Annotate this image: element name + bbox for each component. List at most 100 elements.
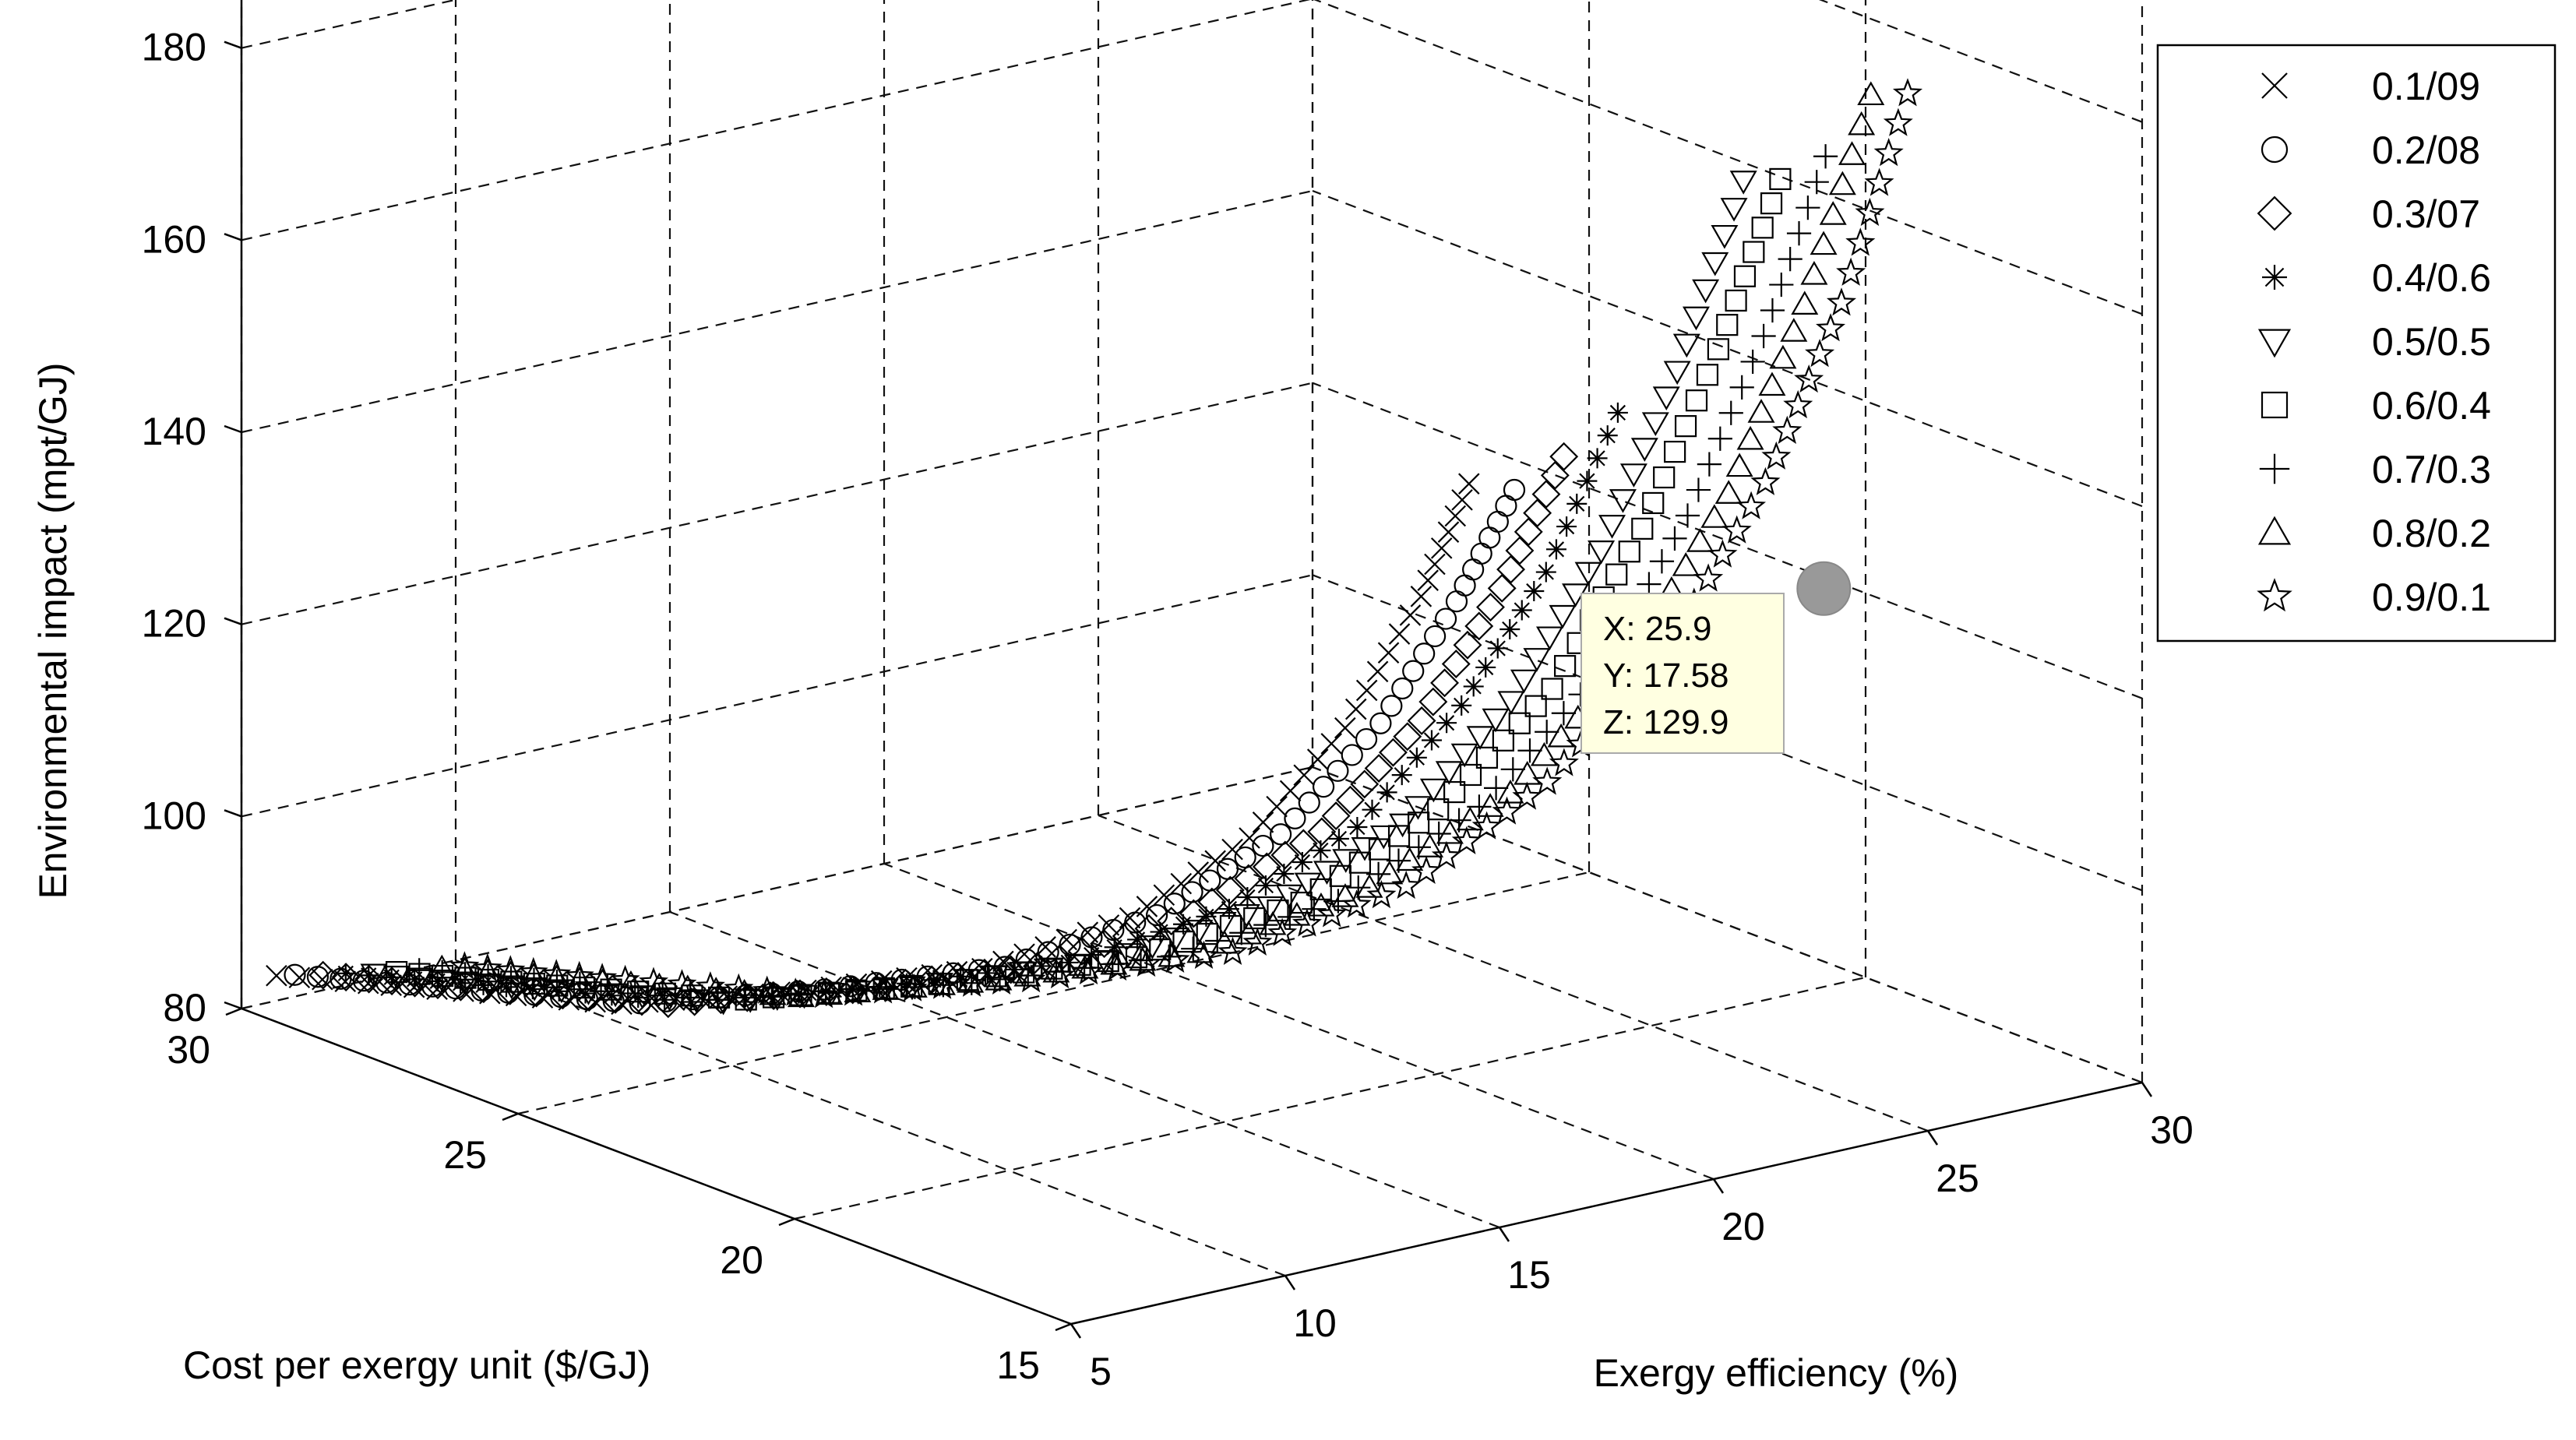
data-point [1430, 668, 1460, 698]
grid-line [241, 766, 1313, 1010]
data-point [1819, 201, 1847, 225]
series-8 [428, 81, 1885, 1008]
data-point [809, 980, 839, 1009]
z-tick-label: 120 [142, 602, 206, 646]
z-tick-mark [224, 617, 242, 625]
data-point [1235, 920, 1263, 945]
data-point [1312, 776, 1335, 798]
grid-line [241, 0, 459, 49]
data-point [407, 958, 432, 983]
data-point [1334, 716, 1356, 739]
x-tick-label: 20 [1721, 1205, 1765, 1248]
y-tick-mark [778, 1217, 795, 1227]
data-point [1413, 643, 1436, 665]
grid-line [669, 910, 1500, 1229]
data-point [1145, 903, 1168, 927]
data-point [1216, 857, 1239, 880]
data-point [284, 963, 306, 986]
data-point [1283, 901, 1311, 926]
data-point [1355, 874, 1383, 898]
data-point [1218, 936, 1248, 966]
data-point [1453, 630, 1482, 660]
x-axis-line [1070, 1081, 2143, 1326]
data-point [1369, 825, 1397, 850]
data-point [900, 973, 928, 998]
data-point [1163, 893, 1186, 915]
data-point [1466, 726, 1494, 750]
series-9 [449, 78, 1923, 1009]
legend-box [2156, 44, 2557, 643]
data-point [1566, 493, 1588, 514]
data-point [1134, 914, 1164, 943]
data-point [1769, 167, 1792, 191]
grid-line [241, 574, 1313, 818]
data-point [1274, 864, 1295, 885]
data-point [1016, 963, 1046, 993]
y-tick-label: 25 [443, 1133, 487, 1177]
y-tick-label: 30 [167, 1028, 210, 1072]
data-point [1549, 748, 1579, 776]
data-point [1427, 798, 1450, 821]
y-axis-label: Cost per exergy unit ($/GJ) [183, 1343, 650, 1387]
data-point [1347, 816, 1368, 837]
data-point [428, 954, 456, 979]
data-point [1736, 425, 1764, 450]
data-point [1215, 875, 1245, 905]
z-tick-label: 80 [163, 986, 206, 1030]
grid-line [883, 862, 1714, 1181]
data-point [1451, 489, 1473, 511]
data-point [1496, 779, 1524, 804]
data-point [1351, 837, 1379, 861]
data-point [1210, 929, 1239, 954]
data-point [1740, 349, 1765, 375]
data-point [1234, 846, 1256, 869]
z-tick-mark [224, 1001, 242, 1010]
data-point [1751, 217, 1774, 239]
grid-line [455, 959, 1286, 1277]
grid-line [1312, 766, 2143, 1084]
data-point [1826, 287, 1857, 316]
data-point [1587, 448, 1608, 469]
legend-marker [2257, 578, 2292, 612]
data-point [1828, 171, 1856, 195]
data-point [977, 963, 998, 984]
data-point [1505, 536, 1535, 565]
data-point [1402, 660, 1425, 682]
data-point [266, 964, 287, 987]
data-point [1804, 170, 1829, 195]
data-point [1199, 869, 1221, 892]
data-point [923, 970, 944, 991]
data-point [1574, 562, 1602, 586]
data-point [1736, 491, 1767, 519]
datatip: X: 25.9 Y: 17.58 Z: 129.9 [1580, 561, 1852, 754]
y-axis-line [241, 1007, 1072, 1326]
data-point [1316, 899, 1347, 928]
data-point [1549, 442, 1579, 471]
data-point [1435, 761, 1463, 785]
data-point [874, 977, 899, 1002]
data-point [1540, 460, 1570, 490]
data-point [1431, 840, 1461, 869]
data-point [1652, 386, 1680, 411]
data-point [1416, 833, 1444, 857]
x-tick-label: 5 [1090, 1350, 1112, 1393]
data-point [360, 963, 388, 988]
data-point [1674, 415, 1697, 438]
data-point [1607, 402, 1628, 423]
data-point [382, 966, 411, 990]
data-point [1492, 729, 1514, 752]
data-point [610, 964, 640, 993]
legend-label: 0.4/0.6 [2372, 256, 2491, 300]
data-point [1058, 952, 1079, 973]
z-tick-mark [224, 40, 242, 49]
data-point [1499, 618, 1521, 639]
data-point [1514, 517, 1543, 547]
data-point [1119, 907, 1141, 929]
data-point [1443, 780, 1466, 804]
data-point [695, 971, 725, 1000]
data-point [1838, 141, 1866, 165]
data-point [1259, 910, 1287, 935]
data-point [1547, 723, 1575, 748]
data-point [1524, 581, 1545, 602]
data-point [645, 972, 673, 997]
